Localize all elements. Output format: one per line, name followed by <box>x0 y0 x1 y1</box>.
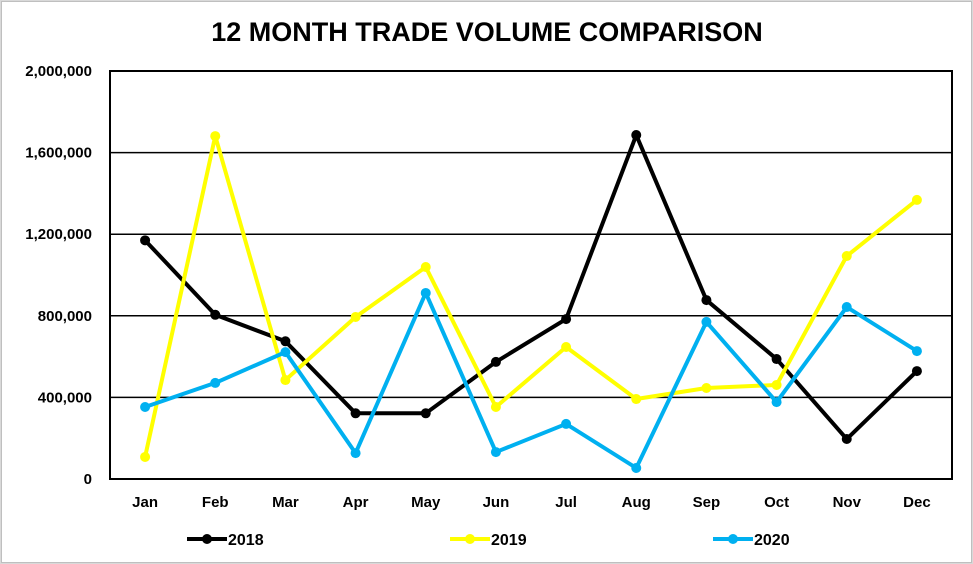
y-tick-label: 1,200,000 <box>25 226 92 243</box>
data-point <box>350 312 361 323</box>
data-point <box>140 401 151 412</box>
chart-title: 12 MONTH TRADE VOLUME COMPARISON <box>211 17 763 47</box>
data-point <box>561 314 572 325</box>
y-tick-label: 2,000,000 <box>25 63 92 80</box>
data-point <box>490 401 501 412</box>
x-tick-label: Jan <box>132 494 158 511</box>
legend-item-2020: 2020 <box>713 532 790 549</box>
series-line-2018 <box>143 133 919 442</box>
data-point <box>701 316 712 327</box>
data-point <box>911 346 922 357</box>
data-point <box>561 342 572 353</box>
plot-area <box>109 70 953 480</box>
x-tick-label: Jul <box>555 494 577 511</box>
legend-item-2018: 2018 <box>187 532 264 549</box>
y-tick-label: 1,600,000 <box>25 145 92 162</box>
data-point <box>911 366 922 377</box>
y-tick-label: 800,000 <box>38 308 92 325</box>
y-tick-label: 400,000 <box>38 389 92 406</box>
x-tick-label: Mar <box>272 494 299 511</box>
series-2020 <box>140 287 922 473</box>
data-point <box>771 397 782 408</box>
x-axis-ticks: Jan Feb Mar Apr May Jun Jul Aug Sep Oct Nov Dec <box>132 494 931 511</box>
data-point <box>210 377 221 388</box>
data-point <box>841 434 852 445</box>
legend: 2018 2019 2020 <box>187 532 790 549</box>
legend-marker <box>728 534 738 544</box>
data-point <box>911 194 922 205</box>
legend-label: 2020 <box>754 532 790 549</box>
x-tick-label: Apr <box>343 494 369 511</box>
data-point <box>210 309 221 320</box>
data-point <box>280 336 291 347</box>
x-tick-label: Nov <box>833 494 862 511</box>
x-tick-label: May <box>411 494 441 511</box>
legend-marker <box>465 534 475 544</box>
data-point <box>841 302 852 313</box>
y-axis-ticks: 0 400,000 800,000 1,200,000 1,600,000 2,000,0… <box>25 63 92 488</box>
data-point <box>631 394 642 405</box>
legend-label: 2019 <box>491 532 527 549</box>
data-point <box>561 418 572 429</box>
data-point <box>701 295 712 306</box>
data-point <box>490 447 501 458</box>
data-point <box>771 379 782 390</box>
series-2019 <box>140 131 922 462</box>
data-point <box>350 408 361 419</box>
data-point <box>280 375 291 386</box>
data-point <box>280 347 291 358</box>
x-tick-label: Sep <box>693 494 721 511</box>
x-tick-label: Dec <box>903 494 931 511</box>
data-point <box>631 462 642 473</box>
data-point <box>841 251 852 262</box>
series-line-2019 <box>143 134 919 458</box>
data-point <box>771 354 782 365</box>
series-line-2020 <box>144 290 918 470</box>
data-point <box>420 408 431 419</box>
x-tick-label: Aug <box>622 494 651 511</box>
y-tick-label: 0 <box>84 471 92 488</box>
data-point <box>490 356 501 367</box>
x-tick-label: Oct <box>764 494 789 511</box>
data-point <box>420 262 431 273</box>
data-point <box>701 383 712 394</box>
data-point <box>350 448 361 459</box>
x-tick-label: Jun <box>483 494 510 511</box>
series-group <box>140 130 922 473</box>
data-point <box>140 235 151 246</box>
legend-item-2019: 2019 <box>450 532 527 549</box>
data-point <box>631 130 642 141</box>
legend-marker <box>202 534 212 544</box>
x-tick-label: Feb <box>202 494 229 511</box>
data-point <box>210 131 221 142</box>
legend-label: 2018 <box>228 532 264 549</box>
data-point <box>140 451 151 462</box>
data-point <box>420 287 431 298</box>
